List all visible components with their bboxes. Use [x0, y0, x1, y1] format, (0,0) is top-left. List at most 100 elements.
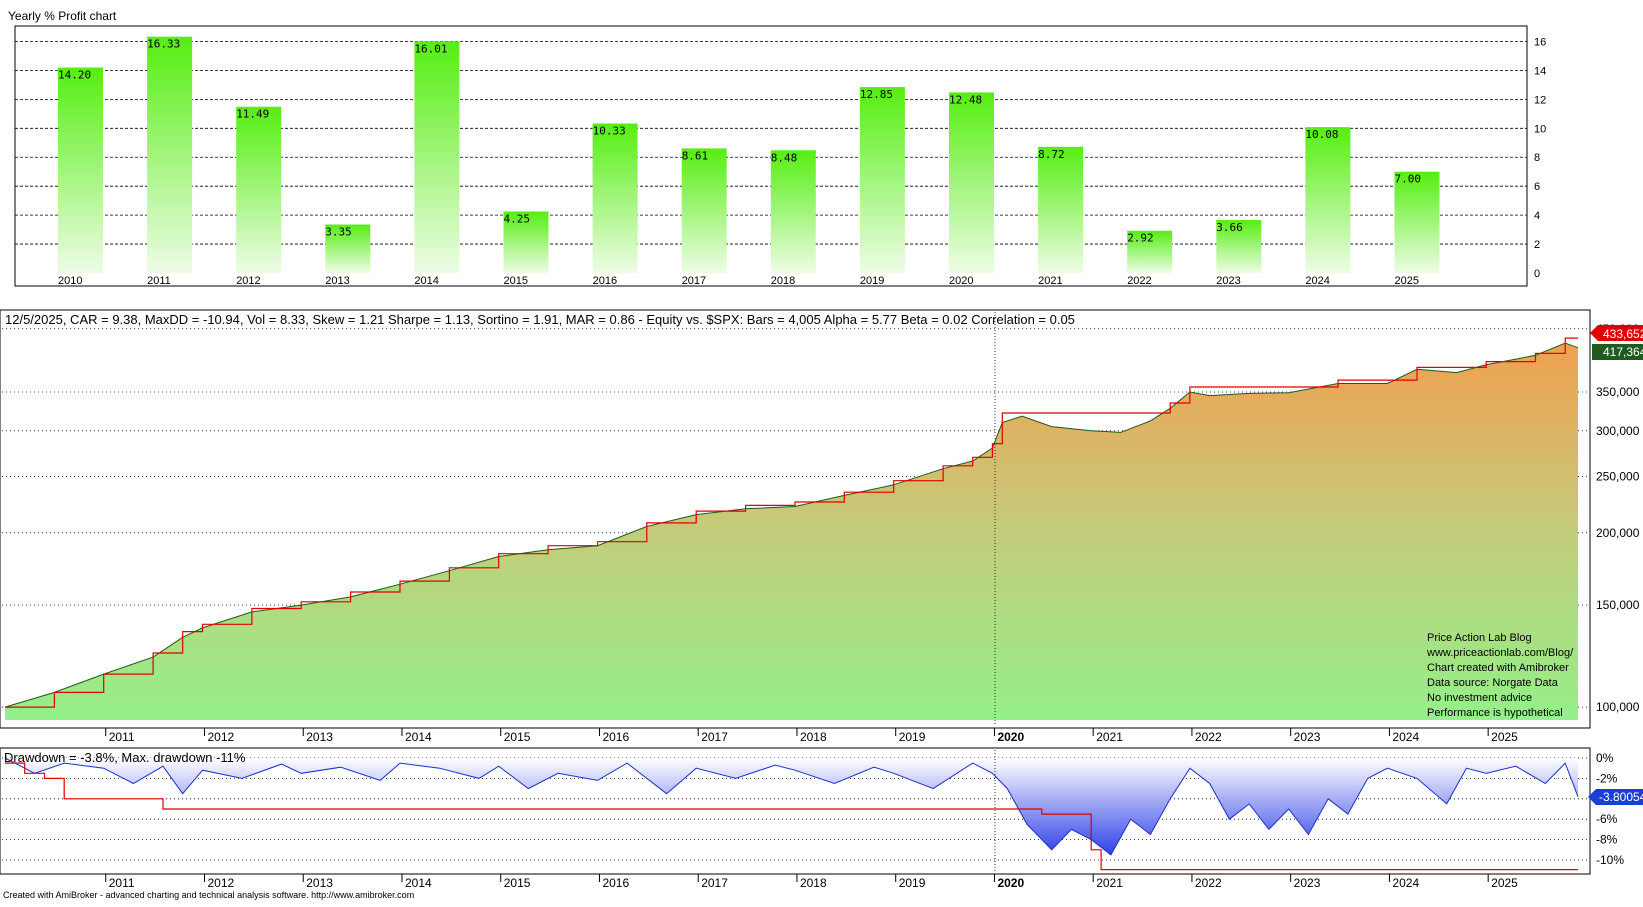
- drawdown-x-tick: 2019: [899, 876, 926, 890]
- profit-x-tick: 2010: [58, 275, 82, 287]
- profit-y-tick: 4: [1534, 210, 1540, 222]
- drawdown-line: [4, 757, 1579, 856]
- profit-x-tick: 2020: [949, 275, 973, 287]
- drawdown-x-tick: 2017: [701, 876, 728, 890]
- profit-bar: [1305, 127, 1351, 273]
- profit-x-tick: 2021: [1038, 275, 1062, 287]
- profit-x-tick: 2013: [325, 275, 349, 287]
- profit-x-tick: 2023: [1216, 275, 1240, 287]
- equity-x-tick: 2014: [405, 730, 432, 744]
- profit-bar: [236, 106, 282, 273]
- profit-y-tick: 6: [1534, 181, 1540, 193]
- profit-bar-label: 3.35: [325, 226, 352, 239]
- drawdown-x-tick: 2018: [800, 876, 827, 890]
- info-line: www.priceactionlab.com/Blog/: [1426, 647, 1574, 659]
- profit-bar: [325, 224, 371, 273]
- profit-bar-label: 10.33: [593, 125, 626, 138]
- badge-bottom-shape: [1592, 344, 1643, 360]
- profit-bar: [58, 67, 103, 274]
- badge-drawdown-shape: [1588, 789, 1643, 805]
- profit-bar-label: 12.48: [949, 93, 982, 106]
- drawdown-x-tick: 2016: [602, 876, 629, 890]
- drawdown-x-axis: 2011 2012 2013 2014 2015 2016 2017 2018 2019 2020…: [105, 874, 1518, 890]
- equity-x-tick: 2022: [1195, 730, 1222, 744]
- profit-x-tick: 2016: [593, 275, 617, 287]
- profit-bars: 14.20 16.33 11.49 3.35 16.01 4.25 10.33 8.61 8.4…: [58, 36, 1440, 274]
- profit-x-tick: 2017: [682, 275, 706, 287]
- profit-plot-frame: [14, 25, 1528, 287]
- profit-x-tick: 2019: [860, 275, 884, 287]
- equity-x-tick: 2024: [1392, 730, 1419, 744]
- drawdown-y-tick: -8%: [1596, 833, 1618, 847]
- equity-x-tick: 2017: [701, 730, 728, 744]
- profit-bar-label: 7.00: [1395, 173, 1422, 186]
- drawdown-x-tick: 2011: [109, 876, 135, 890]
- profit-x-tick: 2015: [504, 275, 528, 287]
- equity-x-tick: 2018: [800, 730, 827, 744]
- drawdown-y-tick: 0%: [1596, 751, 1614, 765]
- equity-y-tick: 350,000: [1596, 385, 1640, 399]
- equity-high-line: [5, 337, 1578, 708]
- profit-bar: [503, 211, 549, 273]
- profit-panel-title: Yearly % Profit chart: [8, 9, 117, 23]
- equity-line: [4, 342, 1579, 708]
- profit-bar-label: 4.25: [504, 213, 531, 226]
- profit-bar: [1127, 230, 1173, 273]
- drawdown-x-tick: 2023: [1294, 876, 1321, 890]
- info-line: Performance is hypothetical: [1427, 707, 1563, 719]
- profit-panel: Yearly % Profit chart 14.20 16.33 11.49 3.3…: [8, 9, 1546, 287]
- info-line: Data source: Norgate Data: [1427, 677, 1559, 689]
- drawdown-x-tick: 2024: [1392, 876, 1419, 890]
- profit-bar-label: 16.33: [147, 38, 180, 51]
- profit-bar: [592, 123, 638, 273]
- profit-bar-label: 11.49: [236, 108, 269, 121]
- equity-x-tick: 2020: [997, 730, 1024, 744]
- profit-bar: [949, 92, 994, 273]
- profit-bar: [1394, 171, 1440, 273]
- profit-y-tick: 16: [1534, 36, 1546, 48]
- profit-bar: [1038, 146, 1084, 273]
- badge-drawdown: -3.80054: [1588, 789, 1643, 805]
- equity-x-tick: 2012: [207, 730, 234, 744]
- profit-bar-label: 16.01: [414, 42, 447, 55]
- badge-equity-last: 417,364: [1592, 344, 1643, 360]
- profit-x-tick: 2012: [236, 275, 260, 287]
- profit-y-tick: 10: [1534, 123, 1546, 135]
- footer-credit: Created with AmiBroker - advanced charti…: [3, 890, 414, 900]
- profit-bar: [1216, 220, 1262, 273]
- profit-y-tick: 14: [1534, 65, 1546, 77]
- drawdown-x-tick: 2022: [1195, 876, 1222, 890]
- equity-x-tick: 2016: [602, 730, 629, 744]
- badge-top-shape: [1590, 325, 1643, 341]
- equity-x-tick: 2023: [1294, 730, 1321, 744]
- equity-x-tick: 2011: [109, 730, 135, 744]
- profit-y-tick: 12: [1534, 94, 1546, 106]
- profit-bar-label: 12.85: [860, 88, 893, 101]
- profit-bar: [770, 150, 816, 273]
- drawdown-panel-frame: [0, 747, 1591, 875]
- profit-bar-label: 8.48: [771, 151, 798, 164]
- equity-x-tick: 2025: [1491, 730, 1518, 744]
- drawdown-x-tick: 2012: [207, 876, 234, 890]
- profit-bar: [859, 87, 905, 273]
- equity-stats-header: 12/5/2025, CAR = 9.38, MaxDD = -10.94, V…: [5, 312, 1075, 327]
- equity-y-tick: 150,000: [1596, 598, 1640, 612]
- equity-y-axis: 100,000 150,000 200,000 250,000 300,000 350,0…: [1596, 322, 1640, 714]
- profit-bar-label: 8.72: [1038, 148, 1065, 161]
- profit-bar-label: 3.66: [1216, 221, 1243, 234]
- badge-equity-high: 433,652: [1590, 325, 1643, 341]
- drawdown-y-axis: 0%-2%-4%-6%-8%-10%: [1596, 751, 1624, 867]
- equity-x-tick: 2019: [899, 730, 926, 744]
- drawdown-y-tick: -10%: [1596, 853, 1624, 867]
- profit-bar-label: 2.92: [1127, 232, 1154, 245]
- profit-bar: [414, 41, 460, 273]
- profit-x-tick: 2011: [147, 275, 171, 287]
- profit-x-tick: 2024: [1305, 275, 1329, 287]
- badge-drawdown-label: -3.80054: [1599, 790, 1643, 804]
- info-line: Chart created with Amibroker: [1427, 662, 1569, 674]
- profit-x-tick: 2025: [1395, 275, 1419, 287]
- drawdown-y-tick: -2%: [1596, 771, 1618, 785]
- equity-y-tick: 250,000: [1596, 470, 1640, 484]
